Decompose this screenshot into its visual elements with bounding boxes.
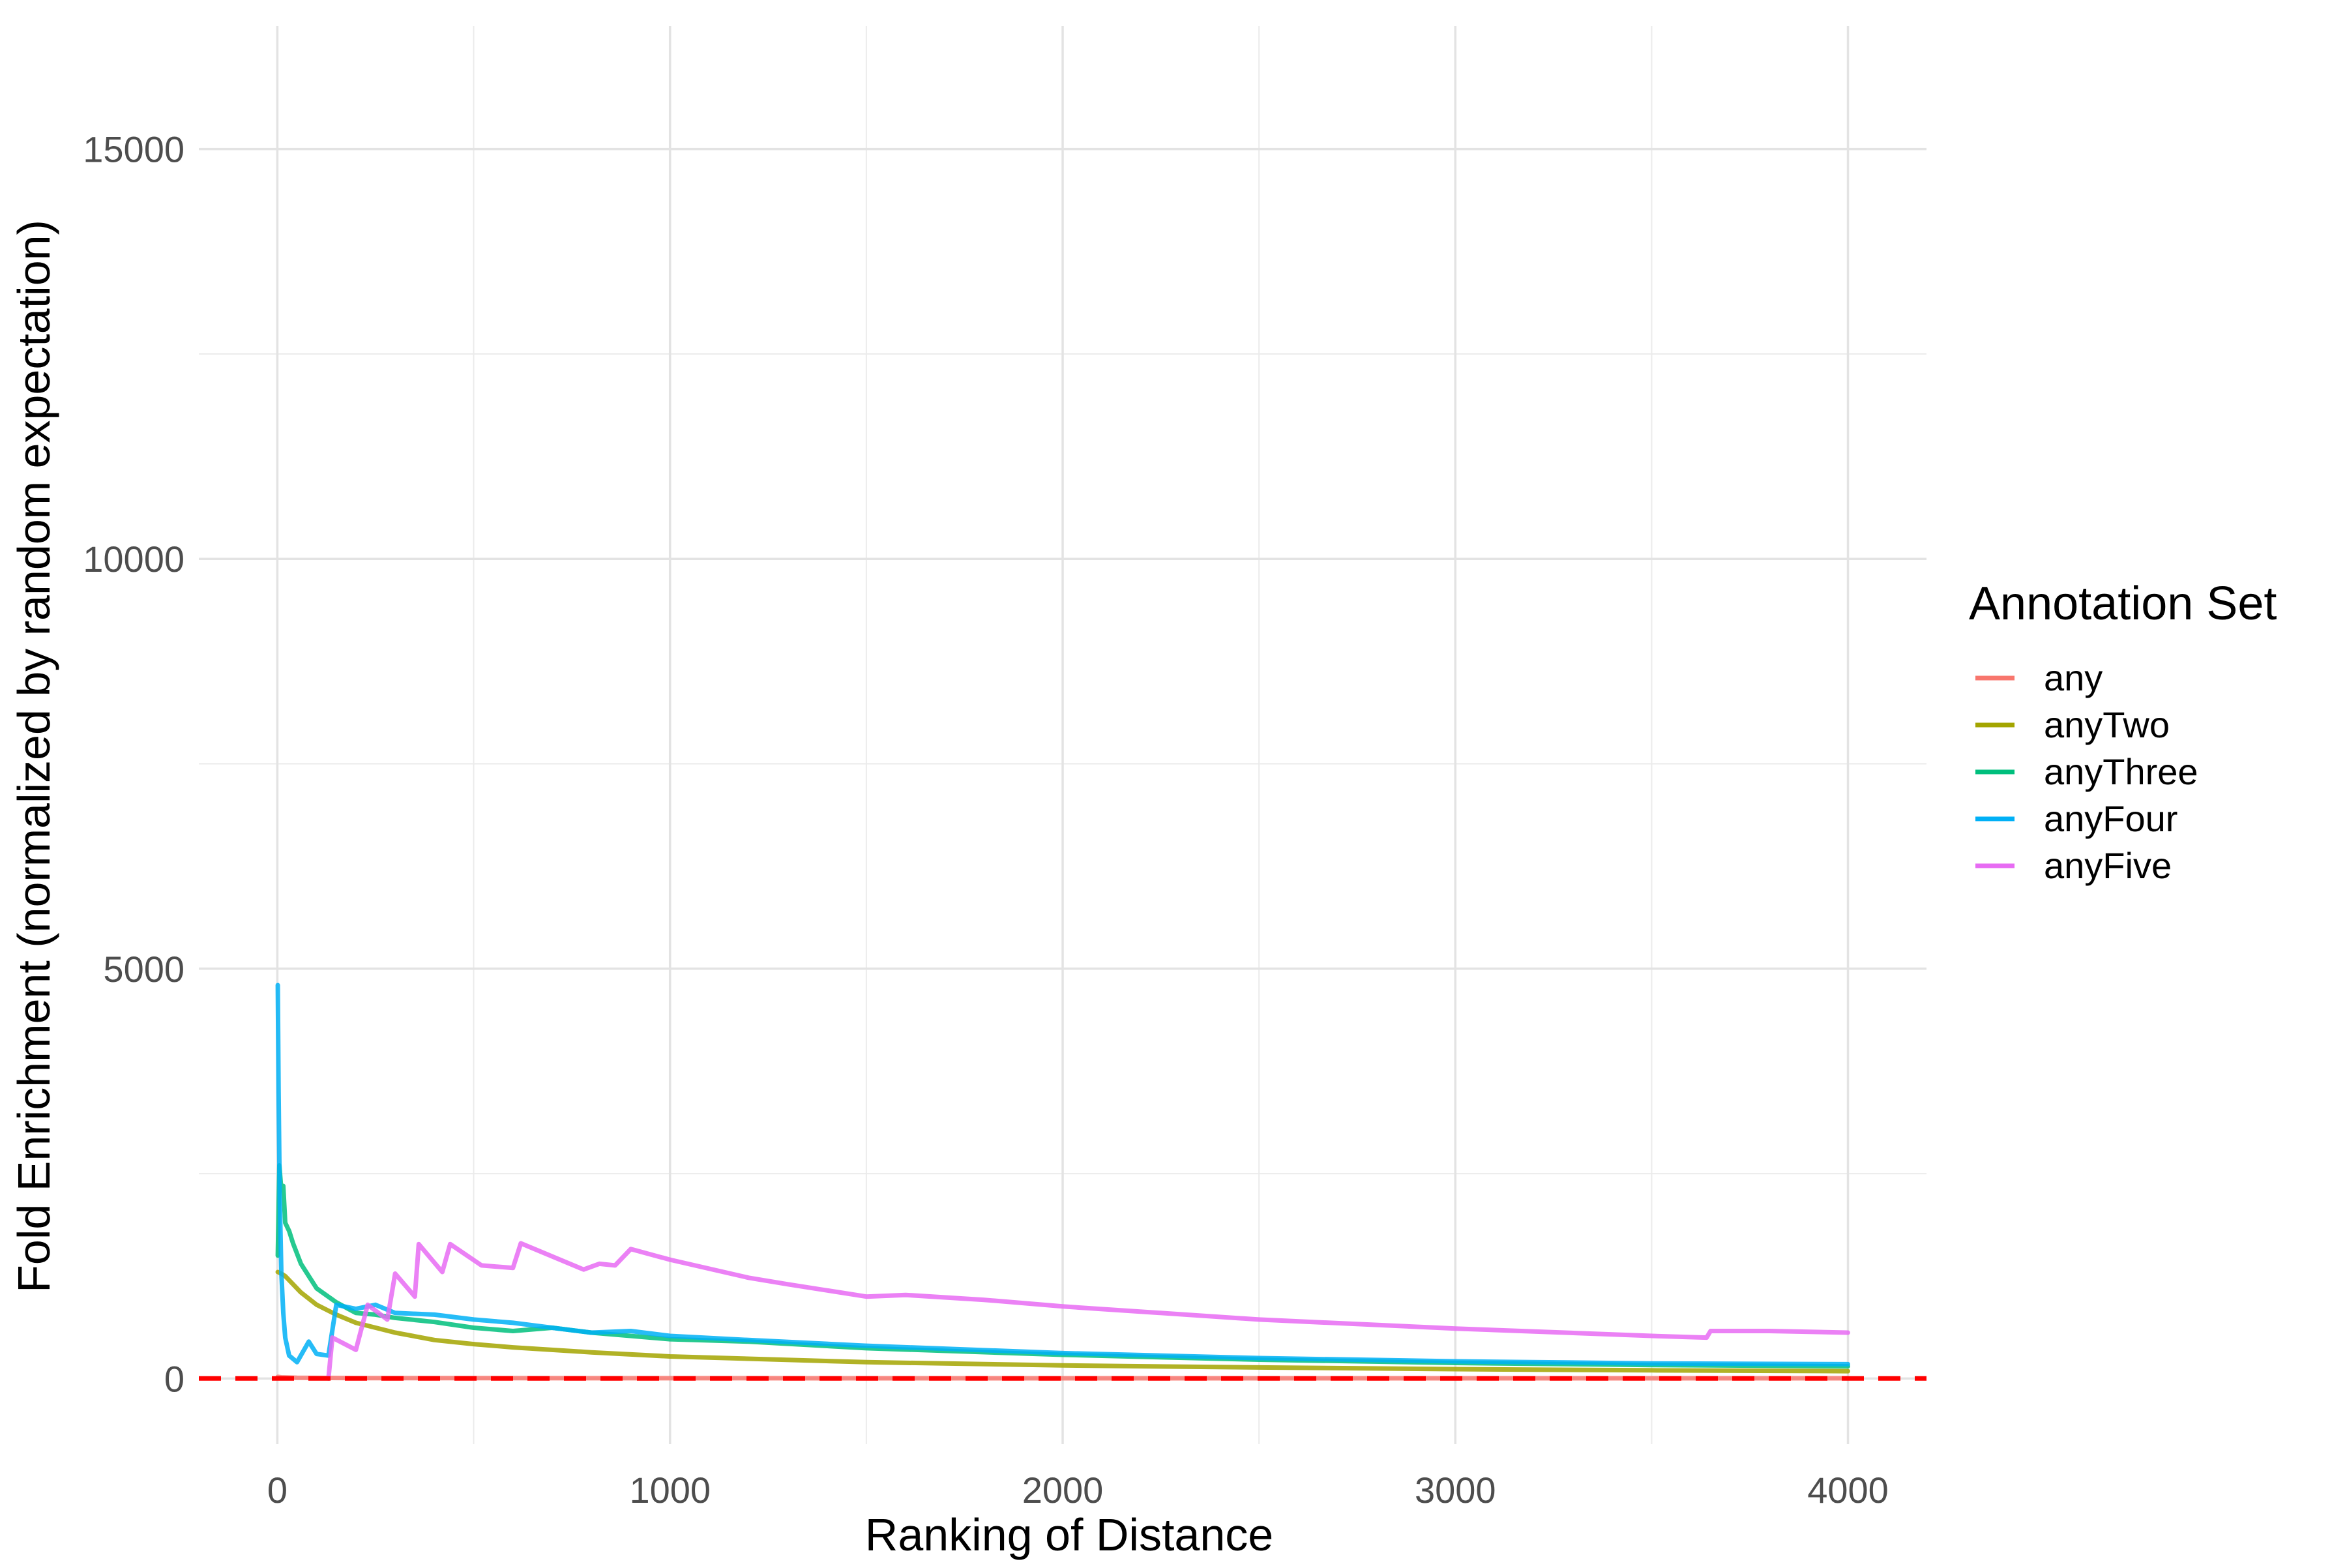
x-tick-labels: 0 1000 2000 3000 4000 bbox=[267, 1470, 1889, 1511]
x-tick-label: 2000 bbox=[1022, 1470, 1104, 1511]
series-line-any bbox=[275, 1374, 1850, 1381]
legend-label-any: any bbox=[2044, 657, 2103, 698]
series-line-anyTwo bbox=[275, 1269, 1850, 1374]
legend-label-anyFour: anyFour bbox=[2044, 798, 2177, 839]
legend-title: Annotation Set bbox=[1969, 578, 2277, 630]
series-line-anyFour bbox=[275, 983, 1850, 1367]
y-axis-label: Fold Enrichment (normalized by random ex… bbox=[8, 220, 59, 1293]
x-tick-label: 1000 bbox=[629, 1470, 711, 1511]
x-tick-label: 0 bbox=[267, 1470, 288, 1511]
legend: Annotation Set anyanyTwoanyThreeanyFoura… bbox=[1969, 578, 2277, 886]
x-axis-label: Ranking of Distance bbox=[865, 1509, 1273, 1560]
y-tick-label: 5000 bbox=[103, 949, 185, 990]
y-tick-label: 10000 bbox=[83, 539, 185, 580]
y-tick-labels: 0 5000 10000 15000 bbox=[83, 129, 185, 1400]
y-tick-label: 15000 bbox=[83, 129, 185, 170]
series-line-anyFive bbox=[326, 1241, 1850, 1381]
x-tick-label: 3000 bbox=[1415, 1470, 1496, 1511]
legend-entries: any anyTwo anyThree anyFour anyFive bbox=[1975, 657, 2198, 886]
legend-label-anyThree: anyThree bbox=[2044, 751, 2198, 792]
grid-major bbox=[199, 26, 1926, 1444]
x-tick-label: 4000 bbox=[1807, 1470, 1889, 1511]
y-tick-label: 0 bbox=[164, 1358, 185, 1399]
legend-label-anyTwo: anyTwo bbox=[2044, 704, 2170, 745]
legend-label-anyFive: anyFive bbox=[2044, 845, 2172, 886]
series-group bbox=[199, 983, 1926, 1381]
